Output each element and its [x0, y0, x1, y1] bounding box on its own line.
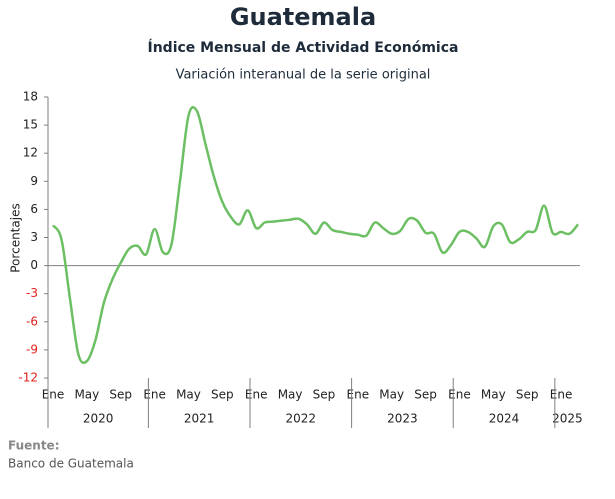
x-tick-label: Sep: [516, 388, 539, 402]
year-label: 2025: [552, 412, 583, 426]
x-tick-label: Ene: [245, 388, 268, 402]
x-tick-label: Sep: [414, 388, 437, 402]
y-tick-label: 6: [30, 202, 38, 216]
y-axis-label: Porcentajes: [9, 203, 23, 272]
y-tick-label: 3: [30, 230, 38, 244]
x-tick-label: Ene: [143, 388, 166, 402]
y-tick-label: -3: [26, 286, 38, 300]
year-label: 2021: [184, 412, 215, 426]
line: [51, 105, 579, 365]
x-tick-label: Sep: [313, 388, 336, 402]
source: Banco de Guatemala: [8, 457, 134, 471]
chart-subtitle: Índice Mensual de Actividad Económica: [148, 39, 459, 56]
x-tick-label: Sep: [109, 388, 132, 402]
y-tick-label: 9: [30, 174, 38, 188]
x-tick-label: Ene: [448, 388, 471, 402]
chart-subtitle2: Variación interanual de la serie origina…: [176, 68, 431, 83]
year-label: 2023: [387, 412, 418, 426]
y-tick-label: -6: [26, 314, 38, 328]
x-tick-label: May: [176, 388, 201, 402]
x-tick-label: Ene: [42, 388, 65, 402]
x-tick-label: Sep: [211, 388, 234, 402]
y-tick-label: 12: [23, 146, 38, 160]
year-label: 2022: [286, 412, 317, 426]
y-tick-label: 18: [23, 90, 38, 104]
x-tick-label: Ene: [550, 388, 573, 402]
y-tick-label: -9: [26, 342, 38, 356]
x-tick-label: May: [278, 388, 303, 402]
year-label: 2020: [83, 412, 114, 426]
source-label: Fuente:: [8, 439, 60, 453]
chart-title: Guatemala: [230, 3, 376, 31]
y-tick-label: 15: [23, 118, 38, 132]
x-tick-label: May: [379, 388, 404, 402]
x-tick-label: Ene: [347, 388, 370, 402]
x-tick-label: May: [481, 388, 506, 402]
y-tick-label: 0: [30, 258, 38, 272]
y-tick-label: -12: [18, 371, 38, 385]
year-label: 2024: [489, 412, 520, 426]
x-tick-label: May: [74, 388, 99, 402]
